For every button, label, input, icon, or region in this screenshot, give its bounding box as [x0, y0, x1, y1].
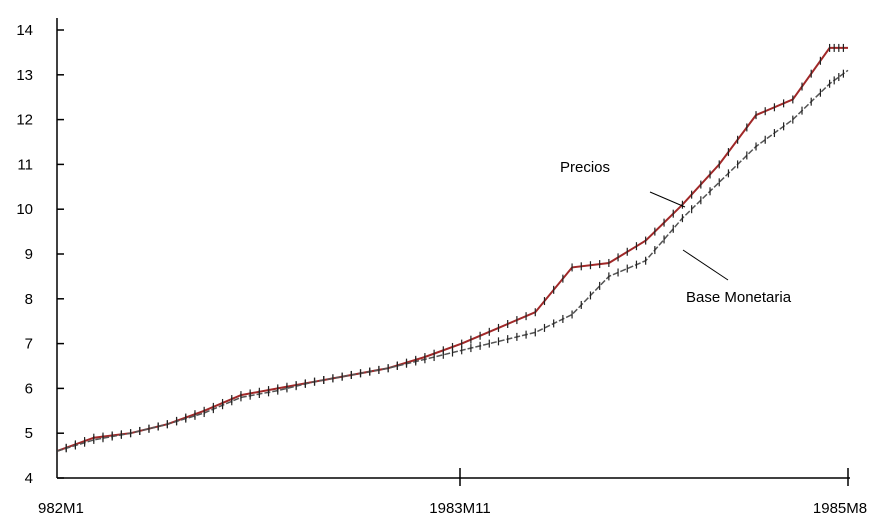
x-axis: 982M1 1983M11 1985M8: [38, 468, 867, 517]
x-ticks: 982M1 1983M11 1985M8: [38, 468, 867, 517]
y-tick-label: 8: [25, 291, 33, 308]
y-axis: 4 5 6 7 8 9 10 11 12 13 14: [16, 18, 64, 487]
annotation-precios: Precios: [560, 159, 610, 176]
y-tick-label: 12: [16, 112, 33, 129]
y-tick-label: 13: [16, 67, 33, 84]
y-tick-label: 9: [25, 246, 33, 263]
series-layer: [56, 43, 849, 456]
annotation-leader-precios: [649, 191, 686, 208]
series-line: [56, 69, 849, 452]
annotations: Precios Base Monetaria: [560, 159, 792, 306]
series-line: [56, 46, 848, 453]
y-tick-label: 10: [16, 201, 33, 218]
y-tick-label: 14: [16, 22, 33, 39]
series-base-monetaria: [56, 69, 849, 456]
series-precios: [56, 43, 848, 456]
y-tick-label: 7: [25, 336, 33, 353]
y-ticks: 4 5 6 7 8 9 10 11 12 13 14: [16, 22, 64, 487]
y-tick-label: 6: [25, 380, 33, 397]
y-tick-label: 5: [25, 425, 33, 442]
y-tick-label: 4: [25, 470, 33, 487]
annotation-leader-base-monetaria: [682, 249, 729, 281]
annotation-base-monetaria: Base Monetaria: [686, 289, 792, 306]
x-tick-label: 1983M11: [429, 500, 490, 517]
x-tick-label: 982M1: [38, 500, 84, 517]
x-tick-label: 1985M8: [813, 500, 867, 517]
y-tick-label: 11: [17, 156, 33, 173]
